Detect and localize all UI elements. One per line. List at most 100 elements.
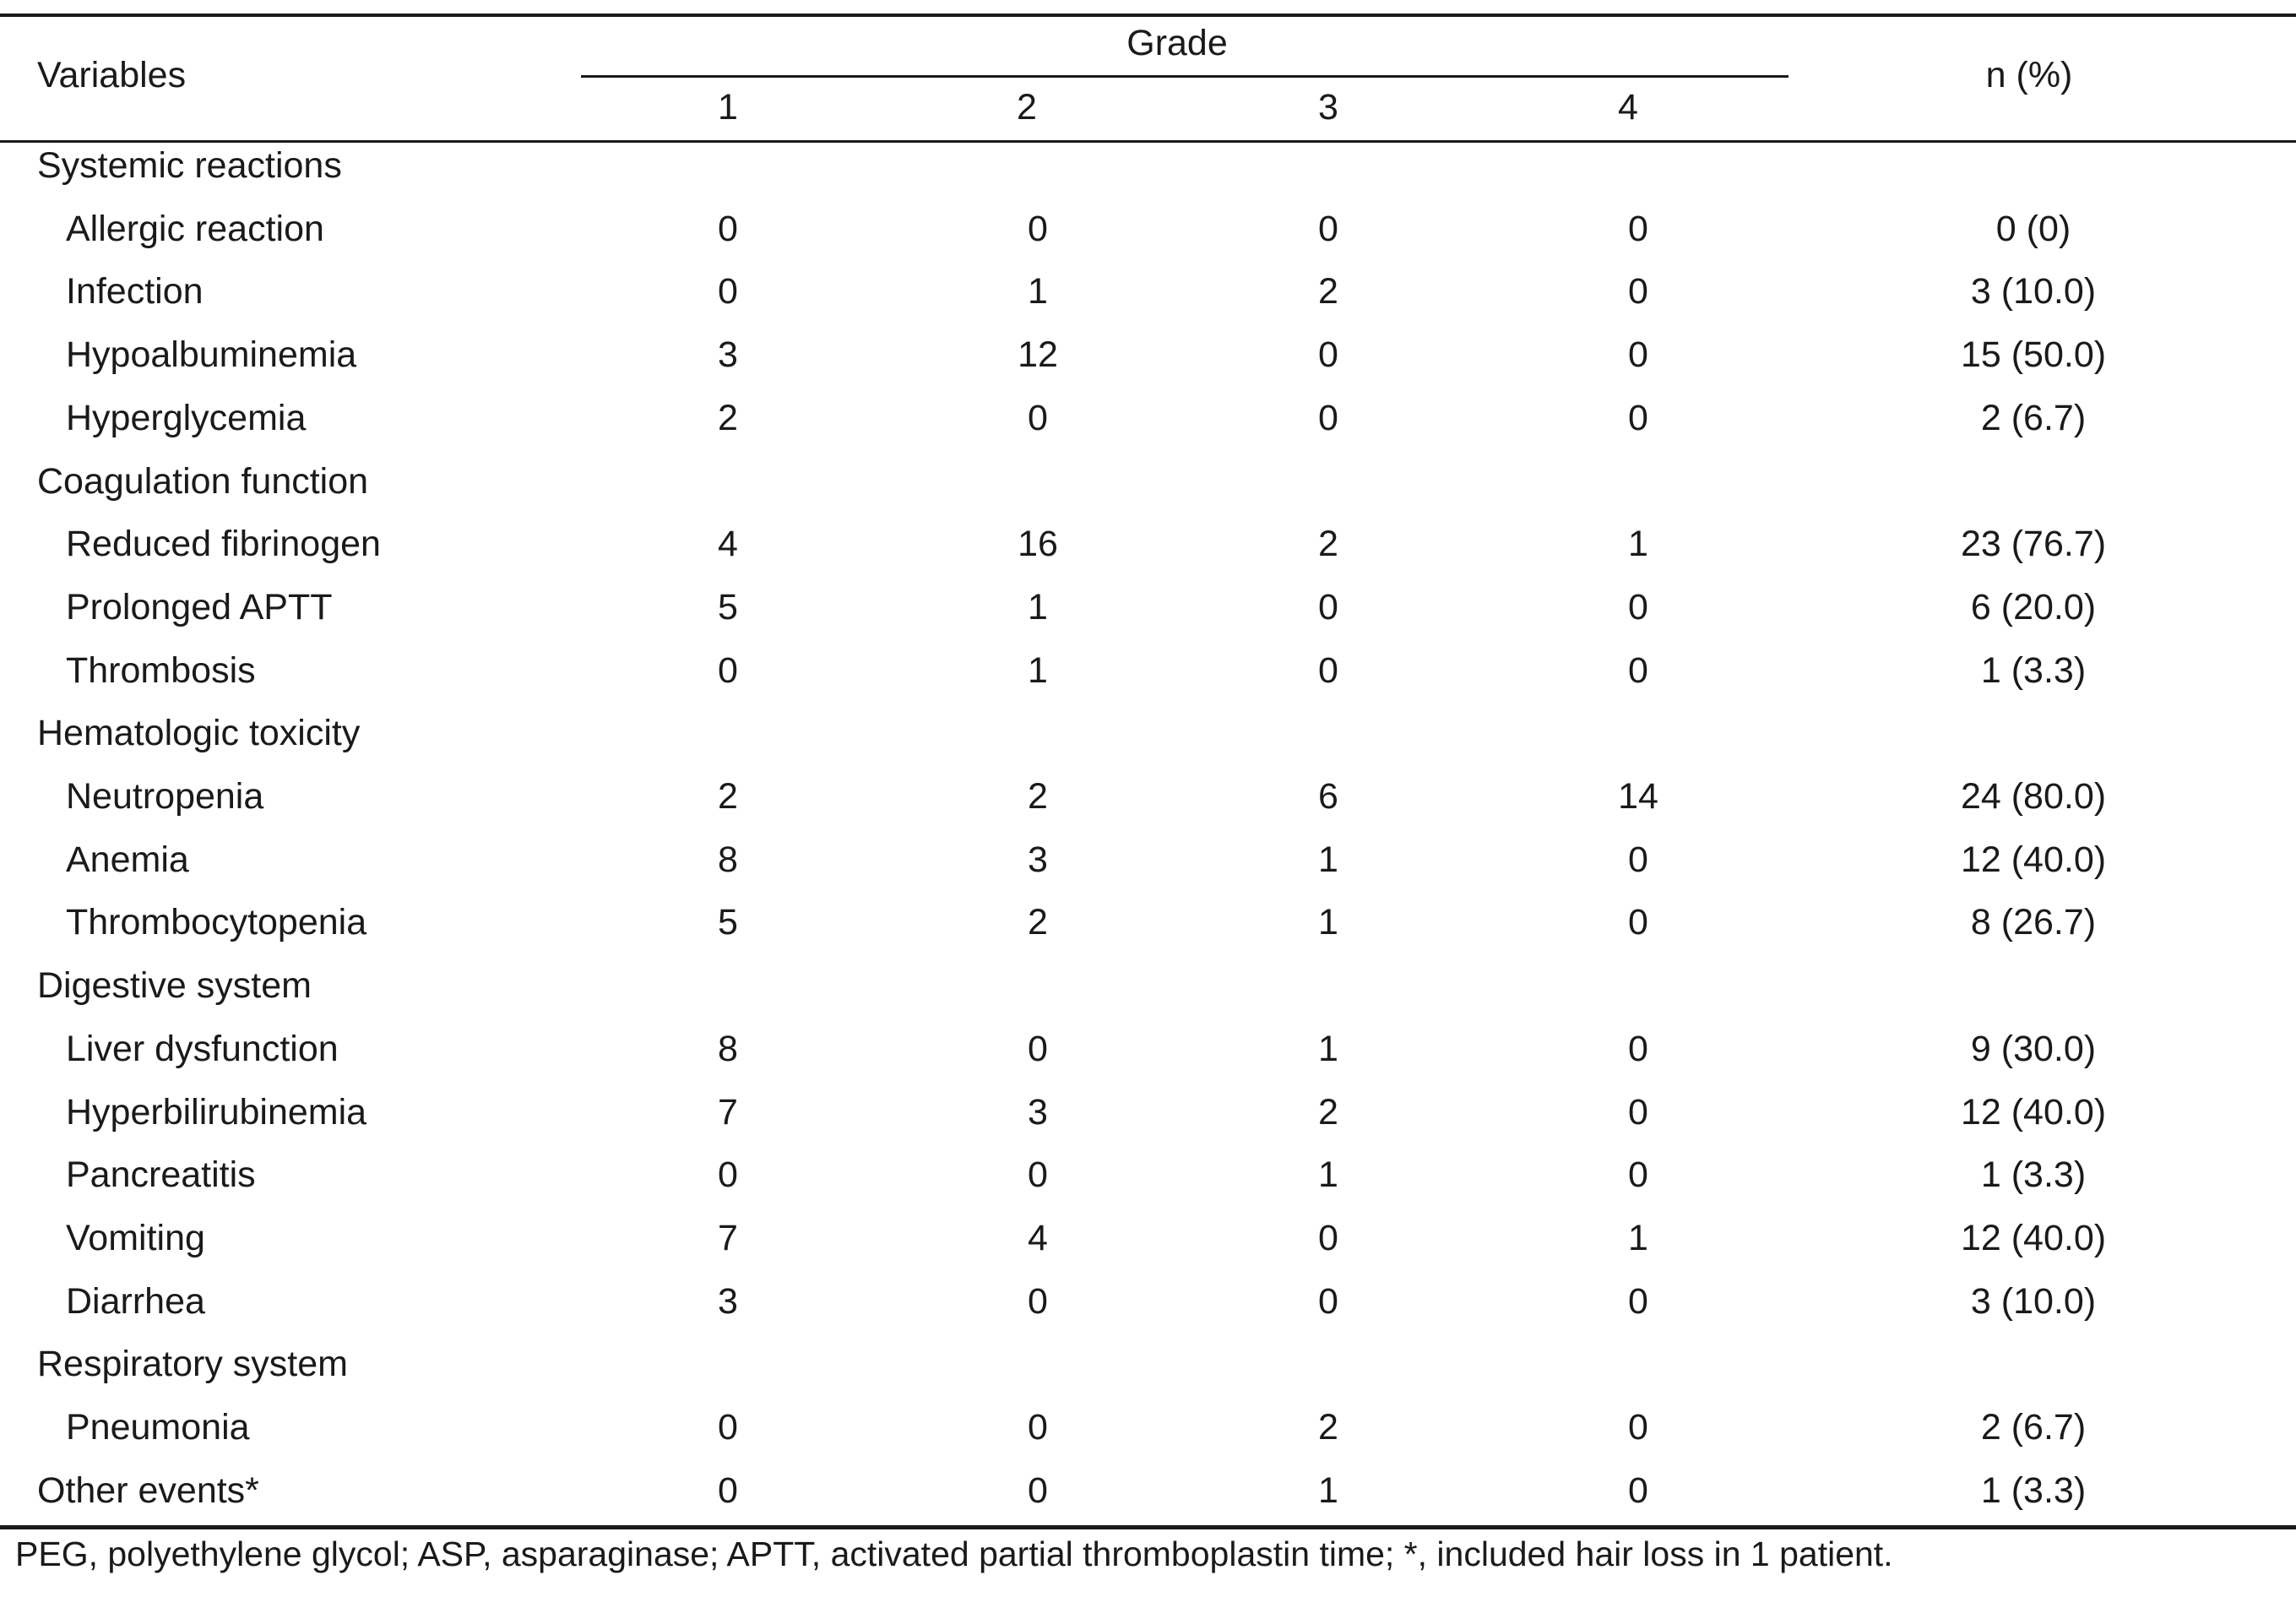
grade-2-value: 0 xyxy=(1028,1470,1048,1511)
category-row: Digestive system xyxy=(0,968,2296,1031)
grade-2-value: 0 xyxy=(1028,1029,1048,1069)
grade-4-value: 1 xyxy=(1628,1218,1648,1258)
n-percent-value: 9 (30.0) xyxy=(1970,1029,2097,1069)
grade-2-value: 0 xyxy=(1028,398,1048,438)
grade-2-value: 0 xyxy=(1028,209,1048,249)
grade-3-value: 1 xyxy=(1318,839,1338,880)
row-label: Liver dysfunction xyxy=(66,1029,339,1069)
table-bottom-rule xyxy=(0,1525,2296,1529)
table-row: Pneumonia 0 0 2 0 2 (6.7) xyxy=(0,1410,2296,1473)
grade-1-value: 0 xyxy=(718,271,738,312)
grade-4-value: 0 xyxy=(1628,1407,1648,1448)
grade-4-value: 0 xyxy=(1628,1281,1648,1322)
table-footnote: PEG, polyethylene glycol; ASP, asparagin… xyxy=(15,1535,1893,1573)
header-grade: Grade xyxy=(1126,23,1228,63)
row-label: Pancreatitis xyxy=(66,1154,256,1195)
grade-1-value: 8 xyxy=(718,839,738,880)
table-row: Pancreatitis 0 0 1 0 1 (3.3) xyxy=(0,1157,2296,1220)
grade-3-value: 2 xyxy=(1318,524,1338,564)
grade-1-value: 0 xyxy=(718,1407,738,1448)
grade-2-value: 0 xyxy=(1028,1154,1048,1195)
row-label: Allergic reaction xyxy=(66,209,324,249)
grade-2-value: 3 xyxy=(1028,839,1048,880)
row-label: Other events* xyxy=(37,1470,259,1511)
grade-2-value: 1 xyxy=(1028,271,1048,312)
grade-3-value: 0 xyxy=(1318,1218,1338,1258)
row-label: Hyperbilirubinemia xyxy=(66,1092,367,1133)
n-percent-value: 0 (0) xyxy=(1995,209,2071,249)
row-label: Thrombocytopenia xyxy=(66,902,367,942)
row-label: Reduced fibrinogen xyxy=(66,524,381,564)
grade-3-value: 2 xyxy=(1318,1407,1338,1448)
n-percent-value: 2 (6.7) xyxy=(1980,1407,2087,1448)
grade-1-value: 3 xyxy=(718,1281,738,1322)
category-row: Respiratory system xyxy=(0,1346,2296,1410)
grade-1-value: 7 xyxy=(718,1092,738,1133)
grade-1-value: 2 xyxy=(718,398,738,438)
grade-4-value: 0 xyxy=(1628,839,1648,880)
grade-3-value: 0 xyxy=(1318,587,1338,627)
category-row: Hematologic toxicity xyxy=(0,715,2296,779)
grade-3-value: 1 xyxy=(1318,902,1338,942)
grade-1-value: 0 xyxy=(718,650,738,691)
n-percent-value: 12 (40.0) xyxy=(1960,839,2107,880)
n-percent-value: 8 (26.7) xyxy=(1970,902,2097,942)
grade-4-value: 0 xyxy=(1628,587,1648,627)
grade-2-value: 2 xyxy=(1028,776,1048,817)
grade-1-value: 8 xyxy=(718,1029,738,1069)
row-label: Prolonged APTT xyxy=(66,587,333,627)
grade-3-value: 0 xyxy=(1318,398,1338,438)
n-percent-value: 6 (20.0) xyxy=(1970,587,2097,627)
grade-1-value: 4 xyxy=(718,524,738,564)
row-label: Infection xyxy=(66,271,204,312)
header-variables: Variables xyxy=(37,55,187,95)
row-label: Hypoalbuminemia xyxy=(66,334,357,375)
grade-2-value: 1 xyxy=(1028,650,1048,691)
row-label: Diarrhea xyxy=(66,1281,205,1322)
table-row: Vomiting 7 4 0 1 12 (40.0) xyxy=(0,1220,2296,1284)
grade-2-value: 0 xyxy=(1028,1407,1048,1448)
n-percent-value: 1 (3.3) xyxy=(1980,1154,2087,1195)
row-label: Thrombosis xyxy=(66,650,256,691)
grade-4-value: 0 xyxy=(1628,650,1648,691)
grade-4-value: 0 xyxy=(1628,209,1648,249)
grade-3-value: 1 xyxy=(1318,1029,1338,1069)
table-row: Prolonged APTT 5 1 0 0 6 (20.0) xyxy=(0,589,2296,653)
grade-1-value: 3 xyxy=(718,334,738,375)
table-row: Neutropenia 2 2 6 14 24 (80.0) xyxy=(0,779,2296,842)
table-row: Infection 0 1 2 0 3 (10.0) xyxy=(0,274,2296,337)
category-label: Coagulation function xyxy=(37,461,369,502)
n-percent-value: 12 (40.0) xyxy=(1960,1218,2107,1258)
grade-3-value: 2 xyxy=(1318,271,1338,312)
header-grade-3: 3 xyxy=(1318,87,1338,128)
grade-3-value: 1 xyxy=(1318,1154,1338,1195)
row-label: Pneumonia xyxy=(66,1407,250,1448)
table-row: Thrombosis 0 1 0 0 1 (3.3) xyxy=(0,653,2296,716)
table-row: Other events* 0 0 1 0 1 (3.3) xyxy=(0,1473,2296,1536)
n-percent-value: 23 (76.7) xyxy=(1960,524,2107,564)
grade-3-value: 0 xyxy=(1318,334,1338,375)
header-grade-4: 4 xyxy=(1618,87,1638,128)
n-percent-value: 24 (80.0) xyxy=(1960,776,2107,817)
n-percent-value: 15 (50.0) xyxy=(1960,334,2107,375)
grade-2-value: 16 xyxy=(1018,524,1058,564)
table-row: Liver dysfunction 8 0 1 0 9 (30.0) xyxy=(0,1031,2296,1095)
grade-4-value: 0 xyxy=(1628,902,1648,942)
grade-4-value: 1 xyxy=(1628,524,1648,564)
header-grade-1: 1 xyxy=(718,87,738,128)
category-label: Respiratory system xyxy=(37,1344,348,1384)
grade-3-value: 0 xyxy=(1318,209,1338,249)
table-row: Anemia 8 3 1 0 12 (40.0) xyxy=(0,842,2296,905)
grade-3-value: 6 xyxy=(1318,776,1338,817)
n-percent-value: 1 (3.3) xyxy=(1980,650,2087,691)
n-percent-value: 3 (10.0) xyxy=(1970,271,2097,312)
grade-1-value: 5 xyxy=(718,902,738,942)
header-bottom-rule xyxy=(0,140,2296,143)
n-percent-value: 12 (40.0) xyxy=(1960,1092,2107,1133)
grade-3-value: 0 xyxy=(1318,650,1338,691)
grade-span-rule xyxy=(581,75,1788,78)
grade-1-value: 2 xyxy=(718,776,738,817)
table-row: Diarrhea 3 0 0 0 3 (10.0) xyxy=(0,1284,2296,1347)
grade-3-value: 0 xyxy=(1318,1281,1338,1322)
table-row: Hyperbilirubinemia 7 3 2 0 12 (40.0) xyxy=(0,1095,2296,1158)
